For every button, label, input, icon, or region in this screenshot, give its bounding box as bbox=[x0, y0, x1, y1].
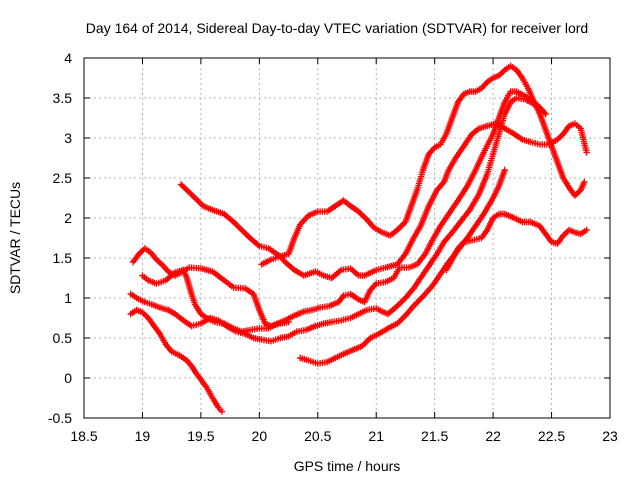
chart-title: Day 164 of 2014, Sidereal Day-to-day VTE… bbox=[86, 20, 588, 36]
x-tick-label: 22 bbox=[485, 428, 501, 444]
data-point bbox=[218, 408, 226, 415]
y-tick-labels: -0.5 0 0.5 1 1.5 2 2.5 3 3.5 4 bbox=[48, 50, 72, 426]
y-tick-label: 4 bbox=[64, 50, 72, 66]
y-tick-label: 2 bbox=[64, 210, 72, 226]
x-tick-label: 19.5 bbox=[187, 428, 214, 444]
series-8 bbox=[443, 210, 590, 274]
x-axis-label: GPS time / hours bbox=[294, 458, 401, 474]
y-tick-label: 1.5 bbox=[53, 250, 73, 266]
series-6 bbox=[258, 62, 588, 268]
series-4 bbox=[127, 306, 226, 415]
data-marks bbox=[127, 62, 590, 415]
x-tick-label: 22.5 bbox=[538, 428, 565, 444]
y-tick-label: 3.5 bbox=[53, 90, 73, 106]
x-tick-label: 20.5 bbox=[304, 428, 331, 444]
x-tick-label: 23 bbox=[602, 428, 618, 444]
data-point bbox=[583, 226, 590, 234]
y-tick-label: 0.5 bbox=[53, 330, 73, 346]
data-point bbox=[583, 149, 590, 156]
series-3 bbox=[139, 88, 549, 335]
series-2 bbox=[177, 120, 590, 282]
data-point bbox=[581, 178, 588, 186]
x-tick-labels: 18.5 19 19.5 20 20.5 21 21.5 22 22.5 23 bbox=[70, 428, 618, 444]
y-axis-label: SDTVAR / TECUs bbox=[7, 182, 23, 294]
x-tick-label: 20 bbox=[252, 428, 268, 444]
y-tick-label: 3 bbox=[64, 130, 72, 146]
x-tick-label: 21.5 bbox=[421, 428, 448, 444]
x-tick-label: 18.5 bbox=[70, 428, 97, 444]
data-point bbox=[542, 110, 549, 118]
axis-ticks bbox=[83, 57, 611, 419]
x-tick-label: 19 bbox=[135, 428, 151, 444]
y-tick-label: 0 bbox=[64, 370, 72, 386]
plot-frame bbox=[83, 57, 611, 419]
y-tick-label: -0.5 bbox=[48, 410, 72, 426]
y-tick-label: 2.5 bbox=[53, 170, 73, 186]
y-tick-label: 1 bbox=[64, 290, 72, 306]
series-5 bbox=[127, 94, 538, 345]
data-point bbox=[501, 166, 508, 174]
x-tick-label: 21 bbox=[368, 428, 384, 444]
chart-grid bbox=[84, 58, 610, 418]
